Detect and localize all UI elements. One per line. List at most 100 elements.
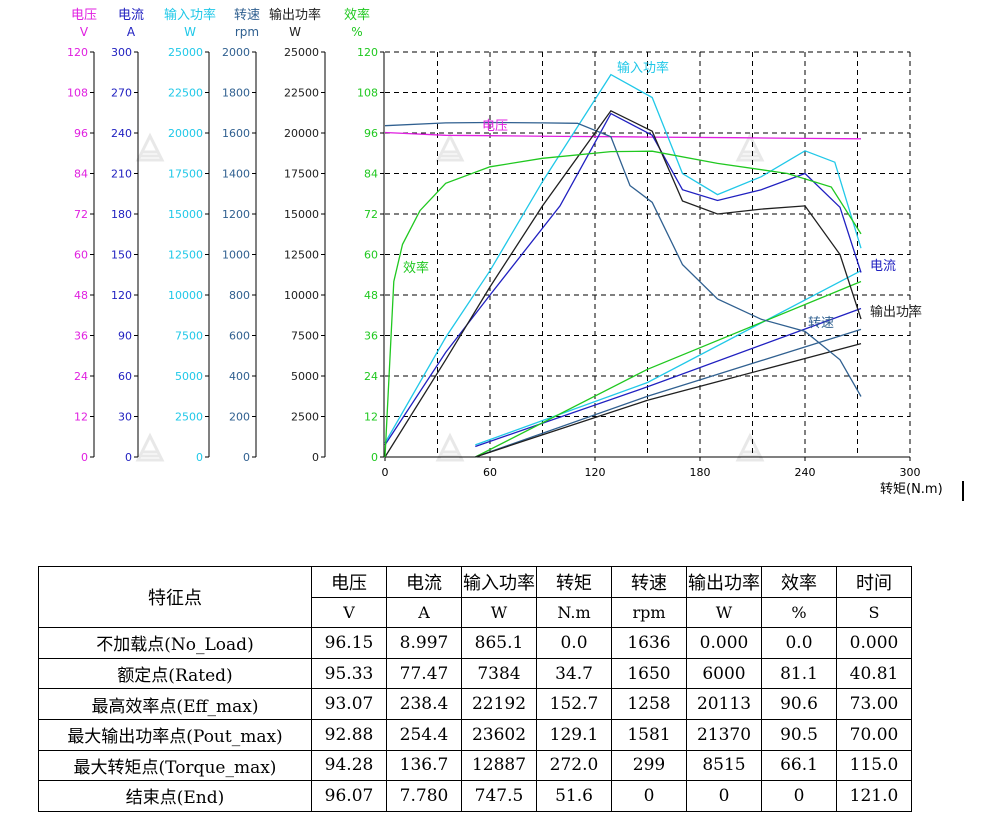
y-tick-label: 120 [67, 46, 88, 59]
y-tick-label: 400 [229, 370, 250, 383]
cell-time: 115.0 [836, 749, 912, 782]
header-efficiency: 效率 [761, 566, 837, 598]
cell-input-power: 7384 [461, 657, 537, 690]
curve-annotation: 转速 [808, 316, 834, 331]
y-axis-name: 电压 [71, 8, 97, 23]
watermark-mark [735, 432, 765, 462]
cell-current: 77.47 [386, 657, 462, 690]
y-tick-label: 1800 [222, 87, 250, 100]
watermark-mark [135, 432, 165, 462]
cell-input-power: 22192 [461, 688, 537, 720]
header-input-power: 输入功率 [461, 566, 537, 598]
y-tick-label: 96 [74, 127, 88, 140]
unit-speed: rpm [611, 596, 687, 629]
series-line-lower-branch [475, 270, 862, 446]
cell-input-power: 23602 [461, 718, 537, 751]
y-tick-label: 17500 [284, 168, 319, 181]
header-feature-point: 特征点 [38, 565, 312, 629]
watermark-shape [735, 432, 765, 462]
table-row: 最大输出功率点(Pout_max) 92.88 254.4 23602 129.… [38, 718, 912, 751]
y-tick-label: 72 [74, 208, 88, 221]
x-axis-label: 转矩(N.m) [880, 482, 943, 497]
cell-input-power: 747.5 [461, 780, 537, 812]
cell-speed: 1650 [611, 657, 687, 690]
row-label: 最大输出功率点(Pout_max) [38, 718, 312, 751]
motor-performance-chart: 01224364860728496108120电压V03060901201501… [67, 7, 943, 497]
y-tick-label: 0 [196, 451, 203, 464]
cell-speed: 1581 [611, 718, 687, 751]
row-label: 额定点(Rated) [38, 657, 312, 690]
y-tick-label: 36 [74, 330, 88, 343]
y-tick-label: 7500 [175, 330, 203, 343]
y-tick-label: 0 [312, 451, 319, 464]
x-tick-label: 0 [382, 466, 389, 479]
x-tick-label: 60 [483, 466, 497, 479]
curve-annotation: 电压 [482, 119, 508, 134]
series-line-lower-branch [475, 328, 862, 458]
y-tick-label: 0 [243, 451, 250, 464]
y-axis-unit: % [351, 25, 362, 39]
cell-time: 40.81 [836, 657, 912, 690]
y-tick-label: 30 [118, 411, 132, 424]
cell-efficiency: 0.0 [761, 627, 837, 659]
y-axis-name: 效率 [344, 7, 370, 23]
row-label: 结束点(End) [38, 780, 312, 812]
y-tick-label: 210 [111, 168, 132, 181]
cell-voltage: 96.15 [311, 627, 387, 659]
x-tick-label: 180 [690, 466, 711, 479]
cell-efficiency: 81.1 [761, 657, 837, 690]
y-axis-name: 输入功率 [164, 7, 216, 23]
cell-output-power: 8515 [686, 749, 762, 782]
x-tick-label: 300 [900, 466, 921, 479]
y-tick-label: 600 [229, 330, 250, 343]
y-tick-label: 200 [229, 411, 250, 424]
series-line-lower-branch [475, 307, 862, 448]
y-tick-label: 7500 [291, 330, 319, 343]
watermark-mark [735, 132, 765, 162]
cell-torque: 34.7 [536, 657, 612, 690]
y-tick-label: 0 [81, 451, 88, 464]
y-axis-name: 电流 [118, 8, 144, 23]
cell-efficiency: 90.5 [761, 718, 837, 751]
y-tick-label: 24 [74, 370, 88, 383]
watermark-shape [435, 432, 465, 462]
series-line [384, 109, 862, 458]
y-tick-label: 22500 [168, 87, 203, 100]
cell-current: 7.780 [386, 780, 462, 812]
y-tick-label: 270 [111, 87, 132, 100]
table-row: 不加载点(No_Load) 96.15 8.997 865.1 0.0 1636… [38, 627, 912, 659]
table-row: 最大转矩点(Torque_max) 94.28 136.7 12887 272.… [38, 749, 912, 782]
y-tick-label: 72 [364, 208, 378, 221]
y-tick-label: 84 [74, 168, 88, 181]
y-tick-label: 1600 [222, 127, 250, 140]
series-line-lower-branch [475, 280, 862, 458]
cell-torque: 51.6 [536, 780, 612, 812]
cell-current: 8.997 [386, 627, 462, 659]
watermark-shape [135, 132, 165, 162]
table-row: 最高效率点(Eff_max) 93.07 238.4 22192 152.7 1… [38, 688, 912, 720]
y-tick-label: 90 [118, 330, 132, 343]
cell-time: 121.0 [836, 780, 912, 812]
y-axis-unit: V [80, 25, 89, 39]
cell-voltage: 92.88 [311, 718, 387, 751]
y-axis-unit: rpm [235, 25, 259, 39]
y-axis-name: 转速 [234, 8, 260, 23]
series-line-lower-branch [475, 342, 862, 458]
watermark-shape [135, 432, 165, 462]
cell-output-power: 20113 [686, 688, 762, 720]
characteristic-points-table: 特征点 电压 电流 输入功率 转矩 转速 输出功率 效率 时间 V A W N.… [38, 565, 912, 812]
watermark-shape [435, 132, 465, 162]
unit-efficiency: % [761, 596, 837, 629]
y-tick-label: 240 [111, 127, 132, 140]
y-tick-label: 25000 [284, 46, 319, 59]
header-time: 时间 [836, 566, 912, 598]
y-tick-label: 25000 [168, 46, 203, 59]
y-axis-unit: W [184, 25, 196, 39]
y-tick-label: 180 [111, 208, 132, 221]
cell-speed: 1258 [611, 688, 687, 720]
unit-input-power: W [461, 596, 537, 629]
y-tick-label: 20000 [284, 127, 319, 140]
y-tick-label: 10000 [168, 289, 203, 302]
series-line [384, 150, 862, 458]
cell-torque: 0.0 [536, 627, 612, 659]
